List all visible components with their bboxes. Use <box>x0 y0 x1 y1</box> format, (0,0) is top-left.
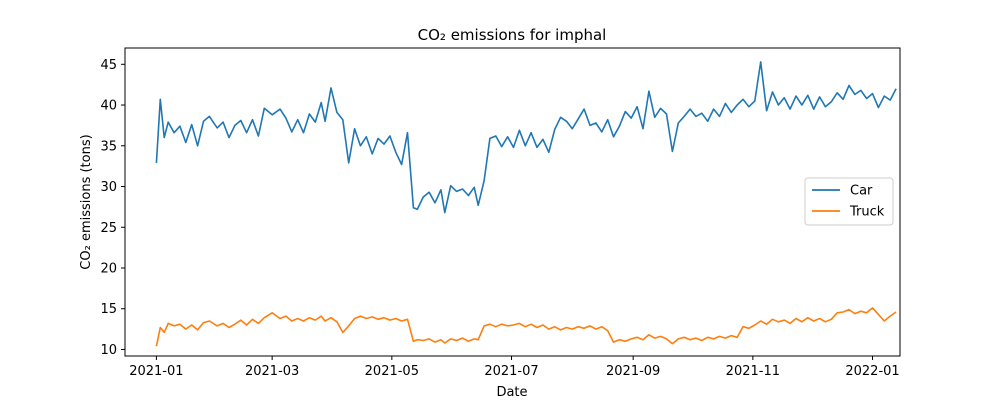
x-tick-label: 2021-11 <box>726 364 780 379</box>
legend: Car Truck <box>804 177 894 226</box>
y-tick-label: 10 <box>100 343 117 358</box>
chart-title: CO₂ emissions for imphal <box>418 26 607 44</box>
y-tick-label: 40 <box>100 99 117 114</box>
y-tick-label: 45 <box>100 58 117 73</box>
x-tick-label: 2021-03 <box>245 364 299 379</box>
y-tick-label: 20 <box>100 262 117 277</box>
legend-label-car: Car <box>850 184 873 199</box>
x-axis-label: Date <box>496 385 527 400</box>
x-axis: 2021-01 2021-03 2021-05 2021-07 2021-09 2021-… <box>129 356 900 379</box>
y-axis-label: CO₂ emissions (tons) <box>79 134 94 269</box>
plot-area <box>155 61 897 347</box>
y-tick-label: 25 <box>100 221 117 236</box>
x-tick-label: 2021-01 <box>129 364 183 379</box>
x-tick-label: 2021-05 <box>365 364 419 379</box>
series-line-car <box>155 61 897 214</box>
plot-frame <box>124 47 901 357</box>
series-line-truck <box>155 307 897 347</box>
y-tick-label: 15 <box>100 302 117 317</box>
x-tick-label: 2021-09 <box>606 364 660 379</box>
legend-label-truck: Truck <box>849 205 885 220</box>
y-tick-label: 30 <box>100 180 117 195</box>
x-tick-label: 2022-01 <box>845 364 899 379</box>
x-tick-label: 2021-07 <box>484 364 538 379</box>
y-tick-label: 35 <box>100 139 117 154</box>
y-axis: 10 15 20 25 30 35 40 45 <box>100 58 125 358</box>
